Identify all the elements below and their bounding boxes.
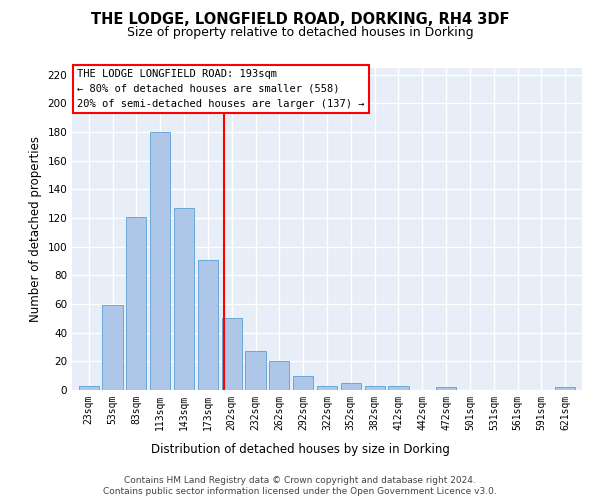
- Bar: [174, 208, 194, 390]
- Bar: [317, 386, 337, 390]
- Bar: [388, 386, 409, 390]
- Text: THE LODGE LONGFIELD ROAD: 193sqm
← 80% of detached houses are smaller (558)
20% : THE LODGE LONGFIELD ROAD: 193sqm ← 80% o…: [77, 69, 365, 108]
- Bar: [103, 306, 122, 390]
- Bar: [341, 383, 361, 390]
- Text: Contains public sector information licensed under the Open Government Licence v3: Contains public sector information licen…: [103, 488, 497, 496]
- Bar: [79, 386, 99, 390]
- Bar: [293, 376, 313, 390]
- Bar: [269, 362, 289, 390]
- Text: Size of property relative to detached houses in Dorking: Size of property relative to detached ho…: [127, 26, 473, 39]
- Bar: [198, 260, 218, 390]
- Text: Contains HM Land Registry data © Crown copyright and database right 2024.: Contains HM Land Registry data © Crown c…: [124, 476, 476, 485]
- Y-axis label: Number of detached properties: Number of detached properties: [29, 136, 42, 322]
- Text: THE LODGE, LONGFIELD ROAD, DORKING, RH4 3DF: THE LODGE, LONGFIELD ROAD, DORKING, RH4 …: [91, 12, 509, 28]
- Text: Distribution of detached houses by size in Dorking: Distribution of detached houses by size …: [151, 442, 449, 456]
- Bar: [436, 387, 456, 390]
- Bar: [245, 352, 266, 390]
- Bar: [126, 216, 146, 390]
- Bar: [555, 387, 575, 390]
- Bar: [150, 132, 170, 390]
- Bar: [365, 386, 385, 390]
- Bar: [221, 318, 242, 390]
